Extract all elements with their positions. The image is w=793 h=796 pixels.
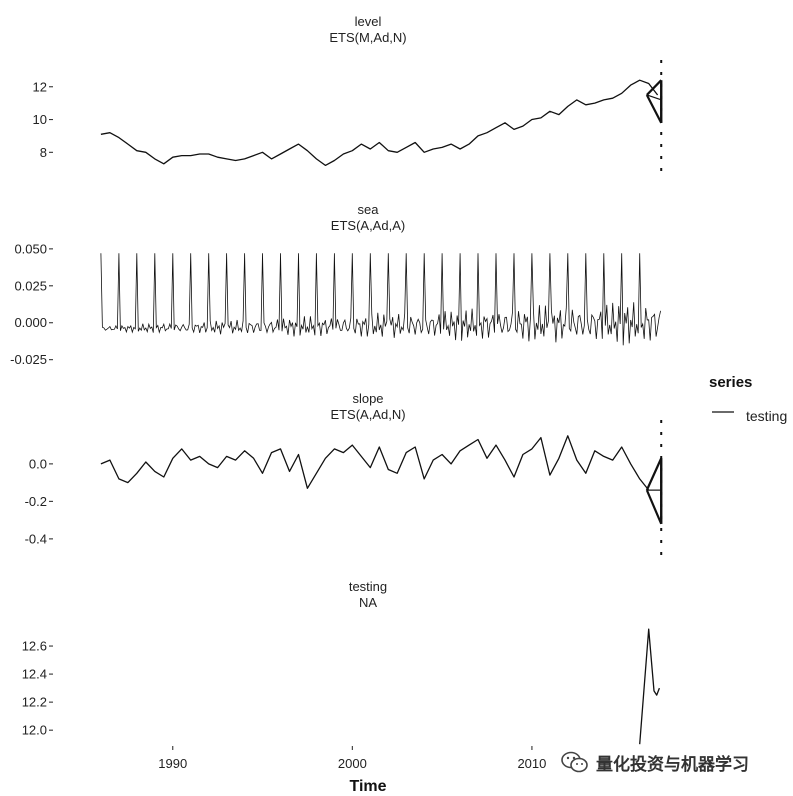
y-tick-label: 0.0 — [29, 456, 47, 471]
y-tick-label: 12.6 — [22, 639, 47, 654]
forecast-mean — [646, 94, 662, 101]
panel-title: sea — [358, 202, 380, 217]
y-tick-label: 0.000 — [14, 315, 47, 330]
x-tick-label: 2010 — [517, 756, 546, 771]
panel-subtitle: ETS(A,Ad,N) — [330, 407, 405, 422]
legend: series testing — [709, 374, 787, 424]
panel-subtitle: ETS(A,Ad,A) — [331, 218, 405, 233]
slope-series-line — [100, 435, 650, 491]
y-tick-label: 8 — [40, 145, 47, 160]
y-tick-label: 12 — [33, 79, 47, 94]
panel-title: level — [355, 14, 382, 29]
level-series-line — [100, 79, 659, 167]
panel-subtitle: ETS(M,Ad,N) — [329, 30, 406, 45]
y-tick-label: 0.050 — [14, 241, 47, 256]
x-axis: 1990 2000 2010 — [158, 746, 546, 771]
x-tick-label: 2000 — [338, 756, 367, 771]
y-tick-label: 12.4 — [22, 667, 47, 682]
y-tick-label: -0.4 — [25, 531, 47, 546]
panel-title: slope — [352, 391, 383, 406]
legend-entry-testing: testing — [746, 408, 787, 424]
wechat-icon — [561, 751, 588, 773]
watermark-text: 量化投资与机器学习 — [596, 754, 749, 775]
forecast-lower-bound — [645, 94, 663, 124]
legend-title: series — [709, 374, 752, 391]
y-tick-label: 10 — [33, 112, 47, 127]
panel-title: testing — [349, 579, 387, 594]
x-axis-label: Time — [349, 778, 386, 795]
y-tick-label: 0.025 — [14, 278, 47, 293]
forecast-upper-bound — [646, 79, 663, 96]
forecast-lower-bound — [645, 489, 663, 525]
x-tick-label: 1990 — [158, 756, 187, 771]
sea-series-line — [100, 253, 661, 346]
y-tick-label: -0.025 — [10, 352, 47, 367]
panel-subtitle: NA — [359, 595, 377, 610]
y-tick-label: 12.0 — [22, 723, 47, 738]
forecast-upper-bound — [645, 457, 663, 491]
y-tick-label: 12.2 — [22, 695, 47, 710]
testing-series-line — [639, 628, 661, 745]
y-tick-label: -0.2 — [25, 494, 47, 509]
watermark: 量化投资与机器学习 — [560, 748, 749, 776]
